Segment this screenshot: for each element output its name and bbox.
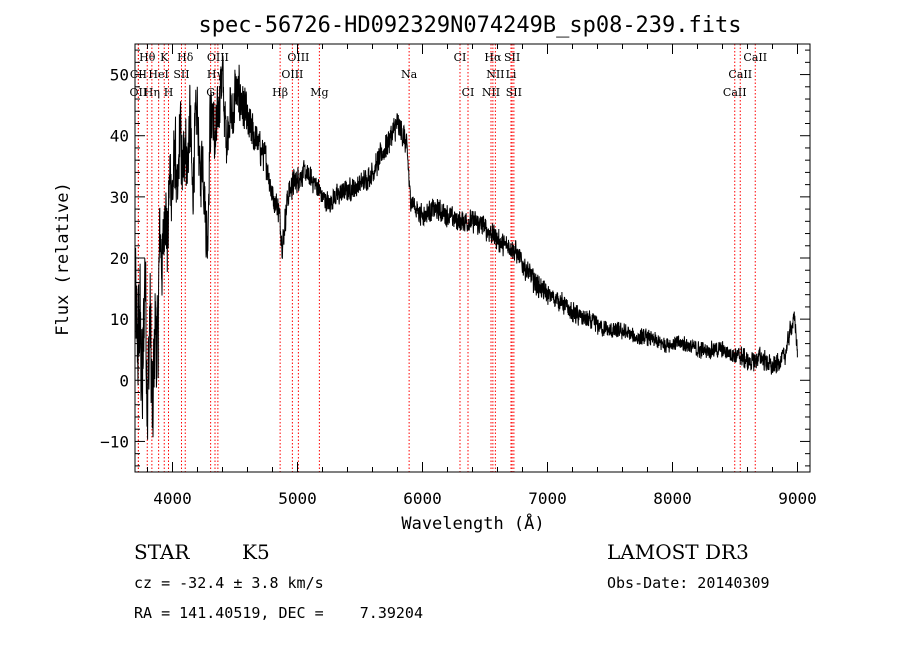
flux-series-line	[134, 55, 798, 440]
y-tick-label--10: −10	[100, 432, 129, 451]
line-label-16: Li	[506, 68, 517, 81]
y-axis-label: Flux (relative)	[53, 182, 73, 336]
line-label-18: OII	[130, 86, 148, 99]
line-label-2: Hδ	[177, 51, 194, 64]
line-label-25: NII	[482, 86, 500, 99]
line-label-4: OIII	[287, 51, 309, 64]
line-label-5: CI	[454, 51, 467, 64]
object-subclass: K5	[242, 540, 270, 564]
x-tick-label-9000: 9000	[778, 489, 817, 508]
line-label-1: K	[160, 51, 169, 64]
line-label-11: SII	[173, 68, 189, 81]
axis-ticks	[135, 44, 810, 472]
y-tick-label-0: 0	[119, 371, 129, 390]
chart-title: spec-56726-HD092329N074249B_sp08-239.fit…	[198, 13, 741, 38]
survey-name: LAMOST DR3	[607, 540, 749, 564]
line-label-7: SII	[504, 51, 520, 64]
y-tick-label-10: 10	[110, 310, 129, 329]
x-tick-label-4000: 4000	[153, 489, 192, 508]
y-tick-label-40: 40	[110, 127, 129, 146]
x-tick-label-6000: 6000	[403, 489, 442, 508]
x-tick-label-8000: 8000	[653, 489, 692, 508]
x-tick-label-7000: 7000	[528, 489, 567, 508]
line-label-23: Mg	[310, 86, 328, 99]
line-label-8: CaII	[743, 51, 767, 64]
x-axis-label: Wavelength (Å)	[401, 512, 544, 534]
line-label-3: OIII	[207, 51, 229, 64]
line-label-0: Hθ	[139, 51, 156, 64]
line-label-13: OIII	[281, 68, 303, 81]
line-label-6: Hα	[484, 51, 502, 64]
line-label-10: HeI	[148, 68, 168, 81]
line-label-20: H	[164, 86, 174, 99]
line-label-14: Na	[401, 68, 418, 81]
redshift-velocity: cz = -32.4 ± 3.8 km/s	[134, 574, 324, 592]
object-class: STAR	[134, 540, 190, 564]
y-tick-label-30: 30	[110, 188, 129, 207]
line-label-17: CaII	[728, 68, 752, 81]
plot-frame	[134, 43, 811, 473]
axis-tick-labels: 4000 5000 6000 7000 8000 9000 −10 0 10 20 30 40 50	[100, 66, 817, 508]
x-tick-label-5000: 5000	[278, 489, 317, 508]
line-label-27: CaII	[723, 86, 747, 99]
y-tick-label-50: 50	[110, 66, 129, 85]
line-label-24: CI	[462, 86, 475, 99]
observation-date: Obs-Date: 20140309	[607, 574, 770, 592]
ra-dec-coordinates: RA = 141.40519, DEC = 7.39204	[134, 604, 423, 622]
line-label-22: Hβ	[272, 86, 288, 99]
y-tick-label-20: 20	[110, 249, 129, 268]
line-label-26: SII	[506, 86, 522, 99]
line-label-19: Hη	[144, 86, 160, 99]
line-label-12: Hγ	[207, 68, 224, 81]
line-label-15: NII	[486, 68, 504, 81]
